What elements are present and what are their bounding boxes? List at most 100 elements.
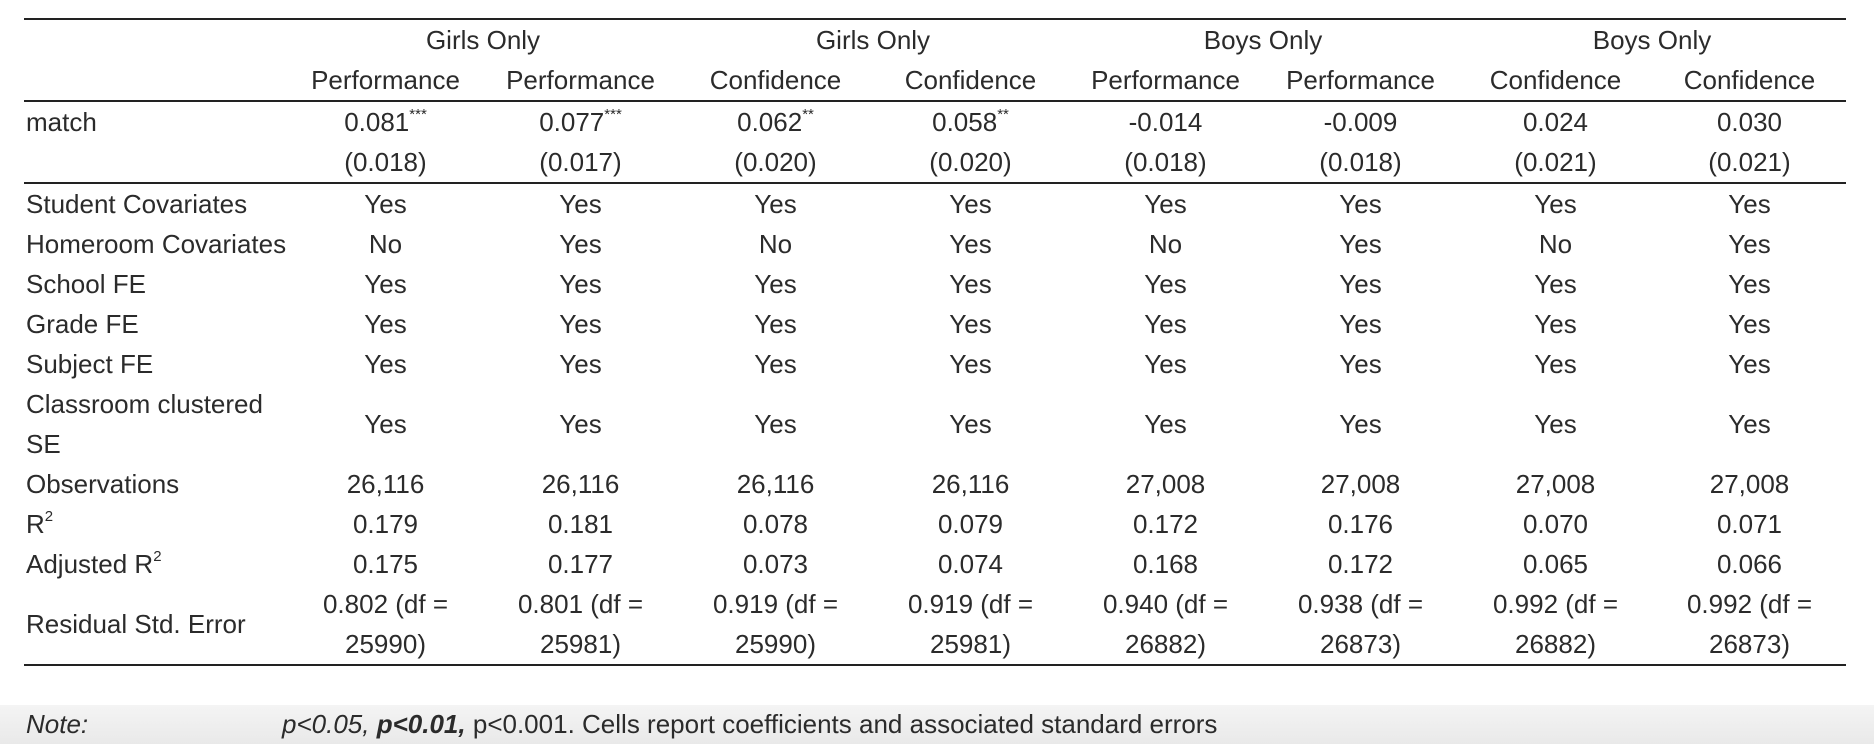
stat-cell: 0.172 bbox=[1132, 509, 1199, 539]
control-cell: No bbox=[368, 229, 403, 259]
coefficient-value: 0.024 bbox=[1522, 107, 1589, 137]
control-cell: Yes bbox=[949, 269, 992, 299]
note-p-005: p<0.05, bbox=[282, 709, 370, 739]
stat-cell: 0.073 bbox=[742, 549, 809, 579]
coefficient-cell: -0.014 bbox=[1068, 100, 1263, 142]
control-cell: Yes bbox=[364, 309, 407, 339]
stat-cell: 0.172 bbox=[1327, 549, 1394, 579]
column-header: Confidence bbox=[1489, 65, 1622, 95]
control-cell: Yes bbox=[1728, 229, 1771, 259]
stat-cell: 0.938 (df = 26873) bbox=[1263, 584, 1458, 666]
control-cell: Yes bbox=[1534, 309, 1577, 339]
coefficient-value: -0.014 bbox=[1128, 107, 1203, 137]
control-row: Subject FE Yes Yes Yes Yes Yes Yes Yes Yes bbox=[24, 344, 1846, 384]
stat-cell: 0.079 bbox=[937, 509, 1004, 539]
control-cell: Yes bbox=[1534, 349, 1577, 379]
stat-cell: 0.168 bbox=[1132, 549, 1199, 579]
stat-cell: 27,008 bbox=[1320, 469, 1401, 499]
control-cell: Yes bbox=[754, 309, 797, 339]
control-row: Classroom clustered SE Yes Yes Yes Yes Yes Yes… bbox=[24, 384, 1846, 464]
coefficient-value: 0.030 bbox=[1716, 107, 1783, 137]
observations-row: Observations 26,116 26,116 26,116 26,116 27,0… bbox=[24, 464, 1846, 504]
std-error-cell: (0.017) bbox=[539, 147, 622, 177]
group-header: Girls Only bbox=[288, 18, 678, 60]
stat-cell: 0.940 (df = 26882) bbox=[1068, 584, 1263, 666]
control-cell: Yes bbox=[1728, 309, 1771, 339]
control-cell: Yes bbox=[754, 269, 797, 299]
stat-cell: 0.071 bbox=[1716, 509, 1783, 539]
significance-stars: ** bbox=[802, 106, 814, 123]
control-cell: Yes bbox=[1653, 182, 1846, 224]
row-label: Subject FE bbox=[26, 349, 154, 379]
control-cell: No bbox=[1538, 229, 1573, 259]
control-cell: Yes bbox=[1534, 409, 1577, 439]
control-cell: Yes bbox=[1339, 349, 1382, 379]
column-header: Performance bbox=[506, 65, 655, 95]
coefficient-value: 0.058 bbox=[932, 107, 998, 137]
row-label: match bbox=[24, 100, 288, 142]
control-cell: Yes bbox=[949, 349, 992, 379]
coefficient-cell: 0.077*** bbox=[483, 100, 678, 142]
control-cell: Yes bbox=[1339, 309, 1382, 339]
control-cell: Yes bbox=[1728, 269, 1771, 299]
std-error-cell: (0.020) bbox=[929, 147, 1012, 177]
row-label: Grade FE bbox=[26, 309, 139, 339]
stat-cell: 0.176 bbox=[1327, 509, 1394, 539]
stat-cell: 0.066 bbox=[1716, 549, 1783, 579]
column-header: Performance bbox=[1091, 65, 1240, 95]
control-cell: Yes bbox=[1144, 269, 1187, 299]
coefficient-value: 0.081 bbox=[344, 107, 410, 137]
control-cell: No bbox=[758, 229, 793, 259]
stat-cell: 26,116 bbox=[541, 469, 620, 499]
control-cell: Yes bbox=[754, 409, 797, 439]
stat-cell: 0.074 bbox=[937, 549, 1004, 579]
stat-cell: 0.181 bbox=[547, 509, 614, 539]
std-error-cell: (0.018) bbox=[1124, 147, 1207, 177]
group-header: Girls Only bbox=[678, 18, 1068, 60]
control-cell: Yes bbox=[559, 229, 602, 259]
std-error-cell: (0.020) bbox=[734, 147, 817, 177]
empty-label-cell bbox=[24, 142, 288, 183]
control-cell: Yes bbox=[559, 269, 602, 299]
stat-cell: 0.992 (df = 26882) bbox=[1458, 584, 1653, 666]
row-label: Residual Std. Error bbox=[24, 584, 288, 666]
control-cell: Yes bbox=[559, 409, 602, 439]
regression-table: Girls Only Girls Only Boys Only Boys Onl… bbox=[24, 18, 1846, 666]
control-cell: Yes bbox=[288, 182, 483, 224]
std-error-cell: (0.021) bbox=[1514, 147, 1597, 177]
control-cell: Yes bbox=[559, 349, 602, 379]
stat-cell: 0.919 (df = 25981) bbox=[873, 584, 1068, 666]
row-label: Student Covariates bbox=[24, 182, 288, 224]
control-cell: Yes bbox=[559, 309, 602, 339]
coefficient-cell: -0.009 bbox=[1263, 100, 1458, 142]
row-label: Homeroom Covariates bbox=[26, 229, 287, 259]
control-row: Student Covariates Yes Yes Yes Yes Yes Yes Yes Y… bbox=[24, 182, 1846, 224]
coefficient-cell: 0.058** bbox=[873, 100, 1068, 142]
table-note: Note: p<0.05, p<0.01, p<0.001. Cells rep… bbox=[0, 705, 1874, 744]
significance-stars: *** bbox=[409, 106, 427, 123]
control-cell: Yes bbox=[1144, 349, 1187, 379]
column-header: Confidence bbox=[1683, 65, 1816, 95]
control-cell: Yes bbox=[949, 229, 992, 259]
control-cell: Yes bbox=[949, 309, 992, 339]
stat-cell: 0.175 bbox=[352, 549, 419, 579]
control-cell: Yes bbox=[1728, 409, 1771, 439]
significance-stars: *** bbox=[604, 106, 622, 123]
residual-se-row: Residual Std. Error 0.802 (df = 25990) 0.8… bbox=[24, 584, 1846, 666]
column-header: Performance bbox=[311, 65, 460, 95]
control-cell: Yes bbox=[1144, 409, 1187, 439]
control-cell: Yes bbox=[873, 182, 1068, 224]
control-cell: Yes bbox=[678, 182, 873, 224]
control-cell: Yes bbox=[949, 409, 992, 439]
row-label-text: Adjusted R bbox=[26, 549, 154, 579]
coefficient-value: -0.009 bbox=[1323, 107, 1398, 137]
empty-corner-cell bbox=[24, 60, 288, 101]
stat-cell: 27,008 bbox=[1709, 469, 1790, 499]
stat-cell: 26,116 bbox=[931, 469, 1010, 499]
stat-cell: 0.802 (df = 25990) bbox=[288, 584, 483, 666]
stat-cell: 27,008 bbox=[1125, 469, 1206, 499]
stat-cell: 0.065 bbox=[1522, 549, 1589, 579]
row-label: Classroom clustered SE bbox=[26, 389, 263, 459]
control-cell: Yes bbox=[1263, 182, 1458, 224]
stat-cell: 0.179 bbox=[352, 509, 419, 539]
